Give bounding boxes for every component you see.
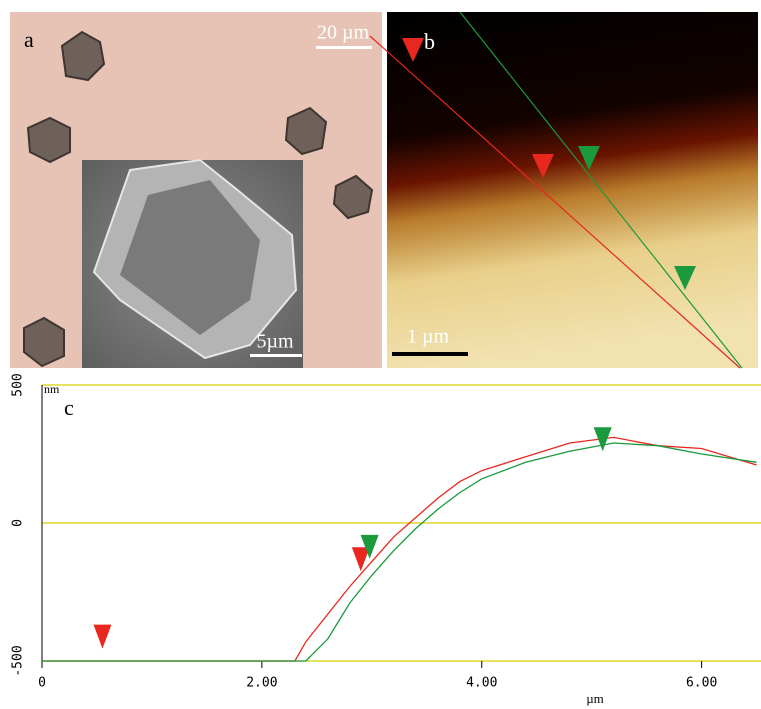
- x-tick-label: 2.00: [246, 676, 277, 691]
- panel-a: a 20 µm 5µm: [10, 12, 382, 368]
- panel-label: b: [424, 29, 435, 54]
- scale-bar-label: 20 µm: [317, 22, 370, 44]
- page: {"panels": { "a": {"label": "a", "scale_…: [0, 0, 761, 709]
- scale-bar-label: 1 µm: [407, 326, 450, 348]
- x-tick-label: 4.00: [466, 676, 497, 691]
- profile-line: [42, 443, 757, 661]
- profile-line: [42, 437, 757, 661]
- y-unit: nm: [44, 382, 60, 396]
- x-unit: µm: [586, 691, 604, 706]
- y-tick-label: 0: [11, 519, 26, 527]
- panel-label: c: [64, 395, 74, 420]
- scale-bar: [316, 46, 372, 49]
- x-tick-label: 6.00: [686, 676, 717, 691]
- scale-bar: [250, 354, 302, 357]
- panel-c: c nm µm -500 0 500 0 2.00 4.00 6.00: [11, 373, 761, 706]
- x-tick-label: 0: [38, 676, 46, 691]
- afm-image: [387, 12, 758, 368]
- scale-bar-label: 5µm: [256, 331, 294, 353]
- panel-b: b 1 µm: [370, 12, 758, 368]
- scale-bar: [392, 352, 468, 356]
- y-tick-label: 500: [11, 373, 26, 396]
- panel-label: a: [24, 27, 34, 52]
- y-tick-label: -500: [11, 645, 26, 676]
- figure: a 20 µm 5µm b 1 µm c nm µm -500 0 500 0 2.00…: [0, 0, 761, 709]
- cursor-marker: [93, 625, 111, 649]
